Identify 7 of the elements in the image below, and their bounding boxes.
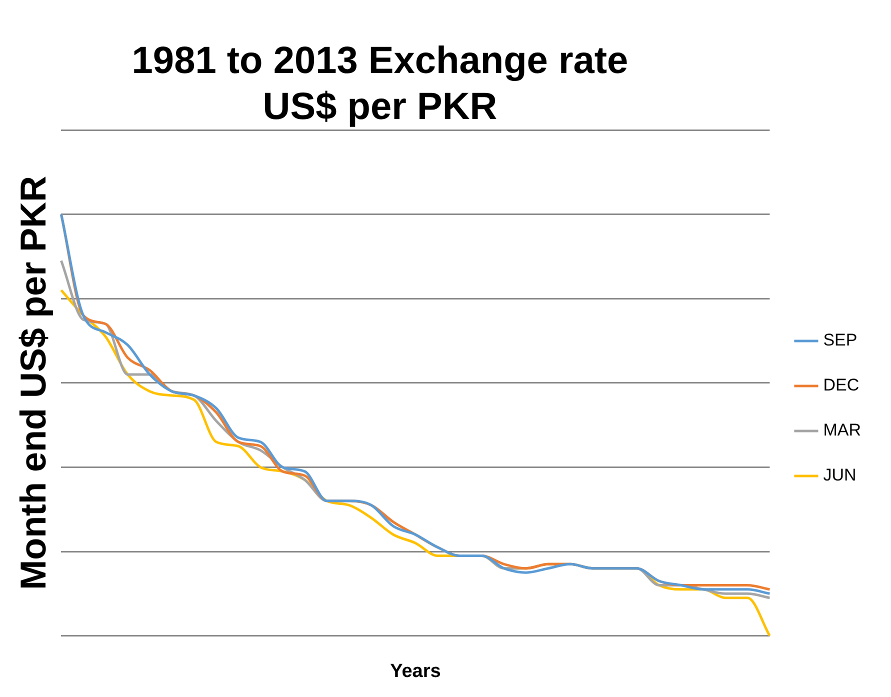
x-axis-title: Years	[390, 660, 441, 682]
legend-label: MAR	[823, 420, 862, 440]
chart-title: 1981 to 2013 Exchange rate US$ per PKR	[130, 39, 630, 130]
y-axis-title: Month end US$ per PKR	[12, 176, 54, 590]
legend-label: DEC	[823, 376, 860, 395]
legend-label: JUN	[823, 466, 856, 485]
legend-label: SEP	[823, 330, 858, 350]
